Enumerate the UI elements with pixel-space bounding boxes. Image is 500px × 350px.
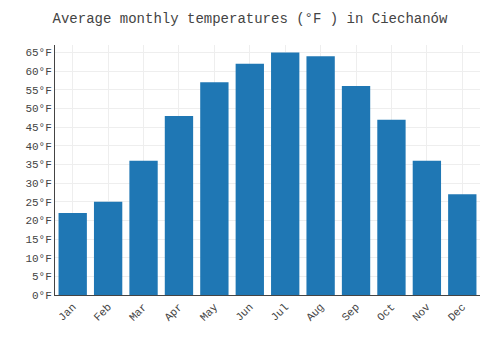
svg-text:65°F: 65°F (25, 47, 51, 59)
svg-text:Nov: Nov (410, 301, 433, 324)
svg-text:Jul: Jul (269, 301, 291, 323)
svg-text:May: May (198, 301, 221, 324)
svg-text:Sep: Sep (340, 301, 362, 323)
svg-text:40°F: 40°F (25, 141, 51, 153)
svg-text:20°F: 20°F (25, 215, 51, 227)
svg-text:15°F: 15°F (25, 234, 51, 246)
svg-text:Jan: Jan (56, 301, 78, 323)
svg-text:Dec: Dec (446, 301, 468, 323)
svg-text:5°F: 5°F (32, 271, 52, 283)
svg-text:50°F: 50°F (25, 103, 51, 115)
svg-text:30°F: 30°F (25, 178, 51, 190)
svg-text:Apr: Apr (162, 301, 184, 323)
svg-text:Aug: Aug (304, 301, 326, 323)
svg-text:45°F: 45°F (25, 122, 51, 134)
svg-text:Feb: Feb (92, 301, 114, 323)
svg-text:Jun: Jun (233, 301, 255, 323)
svg-text:Average monthly temperatures (: Average monthly temperatures (°F ) in Ci… (53, 11, 448, 27)
svg-text:10°F: 10°F (25, 253, 51, 265)
svg-text:0°F: 0°F (32, 290, 52, 302)
svg-text:25°F: 25°F (25, 197, 51, 209)
svg-text:Oct: Oct (375, 301, 397, 323)
svg-text:55°F: 55°F (25, 85, 51, 97)
svg-text:60°F: 60°F (25, 66, 51, 78)
svg-text:Mar: Mar (127, 301, 149, 323)
svg-text:35°F: 35°F (25, 159, 51, 171)
